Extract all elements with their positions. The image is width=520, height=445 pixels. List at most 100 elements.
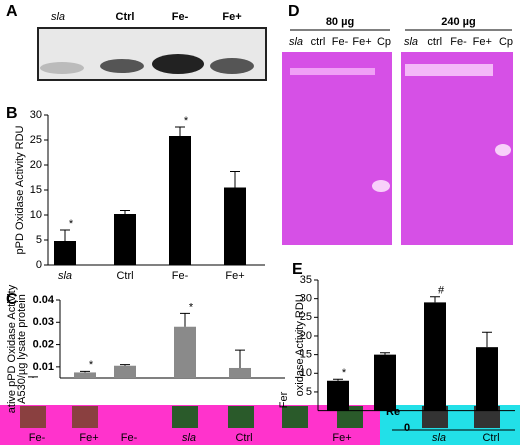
error-bar	[80, 370, 90, 373]
band	[40, 62, 84, 74]
error-bar	[120, 364, 130, 366]
error-bar	[230, 171, 240, 188]
lane-label: sla	[404, 36, 418, 48]
y-axis-label: A530/µg lysate protein	[16, 294, 28, 404]
y-tick-label: 10	[300, 367, 312, 379]
lane-label: Cp	[499, 36, 513, 48]
band	[290, 68, 375, 75]
gel	[37, 27, 267, 81]
error-bar	[120, 210, 130, 214]
y-tick-label: 5	[306, 386, 312, 398]
y-axis-label: pPD Oxidase Activity RDU	[14, 125, 26, 254]
bar	[327, 380, 349, 411]
y-tick-label: 0.03	[33, 316, 54, 328]
side-text: Fer	[278, 391, 290, 408]
bar	[174, 326, 196, 378]
y-axis-label: oxidase Activity RDU	[294, 294, 306, 396]
lane-label: Ctrl	[116, 11, 135, 23]
swatch	[172, 406, 198, 428]
annotation: *	[342, 367, 347, 379]
bar	[224, 187, 246, 265]
error-bar	[380, 352, 390, 355]
lane-label: Fe-	[450, 36, 467, 48]
y-tick-label: 20	[30, 159, 42, 171]
gel	[401, 52, 513, 245]
lane-label: Fe-	[332, 36, 349, 48]
x-tick-label: Fe-	[172, 270, 189, 282]
error-bar	[333, 378, 343, 381]
annotation: #	[438, 285, 445, 297]
lane-label: Fe+	[222, 11, 241, 23]
lane-label: ctrl	[427, 36, 442, 48]
band	[405, 64, 493, 76]
x-tick-label: Fe-	[121, 432, 138, 444]
x-tick-label: Ctrl	[482, 432, 499, 444]
y-tick-label: 25	[300, 311, 312, 323]
y-tick-label: 10	[30, 209, 42, 221]
lane-label: Fe+	[352, 36, 371, 48]
band	[372, 180, 390, 192]
lane-label: Fe-	[172, 11, 189, 23]
panel-label: A	[6, 3, 18, 20]
band	[100, 59, 144, 73]
bar	[114, 214, 136, 265]
group-label: 80 µg	[326, 16, 354, 28]
y-tick-label: 0	[36, 259, 42, 271]
swatch	[282, 406, 308, 428]
bar	[114, 365, 136, 378]
annotation: *	[89, 359, 94, 371]
annotation: *	[189, 301, 194, 313]
x-tick-label: sla	[182, 432, 196, 444]
bar	[374, 354, 396, 411]
x-tick-label: Ctrl	[116, 270, 133, 282]
y-tick-label: 30	[300, 293, 312, 305]
y-tick-label: 0.02	[33, 338, 54, 350]
bar	[229, 367, 251, 378]
bar	[169, 136, 191, 265]
panel-label: D	[288, 3, 300, 20]
y-tick-label: 0.01	[33, 361, 54, 373]
band	[152, 54, 204, 74]
error-bar	[28, 376, 38, 378]
panel-label: E	[292, 261, 303, 278]
error-bar	[482, 331, 492, 348]
annotation: *	[184, 115, 189, 127]
annotation: *	[69, 218, 74, 230]
band	[210, 58, 254, 74]
strip-text: 0	[404, 422, 410, 434]
x-tick-label: Fe-	[29, 432, 46, 444]
swatch	[20, 406, 46, 428]
panel-label: C	[6, 291, 18, 308]
lane-label: sla	[289, 36, 303, 48]
y-tick-label: 25	[30, 134, 42, 146]
x-tick-label: Ctrl	[235, 432, 252, 444]
y-tick-label: 5	[36, 234, 42, 246]
y-tick-label: 15	[30, 184, 42, 196]
bar	[476, 347, 498, 411]
panel-label: B	[6, 105, 18, 122]
bar	[424, 302, 446, 411]
lane-label: Fe+	[473, 36, 492, 48]
gel	[282, 52, 392, 245]
band	[495, 144, 511, 156]
y-tick-label: 35	[300, 274, 312, 286]
swatch	[474, 406, 500, 428]
x-tick-label: Fe+	[79, 432, 98, 444]
y-tick-label: 0.04	[33, 294, 55, 306]
swatch	[422, 406, 448, 428]
bar	[54, 241, 76, 265]
y-axis-label: ative pPD Oxidase Activity	[6, 284, 18, 413]
error-bar	[235, 349, 245, 368]
y-tick-label: 15	[300, 349, 312, 361]
lane-label: sla	[51, 11, 65, 23]
error-bar	[180, 312, 190, 327]
error-bar	[430, 296, 440, 303]
group-label: 240 µg	[441, 16, 475, 28]
x-tick-label: sla	[58, 270, 72, 282]
swatch	[72, 406, 98, 428]
swatch	[228, 406, 254, 428]
y-tick-label: 30	[30, 109, 42, 121]
bar	[74, 372, 96, 378]
x-tick-label: Fe+	[332, 432, 351, 444]
